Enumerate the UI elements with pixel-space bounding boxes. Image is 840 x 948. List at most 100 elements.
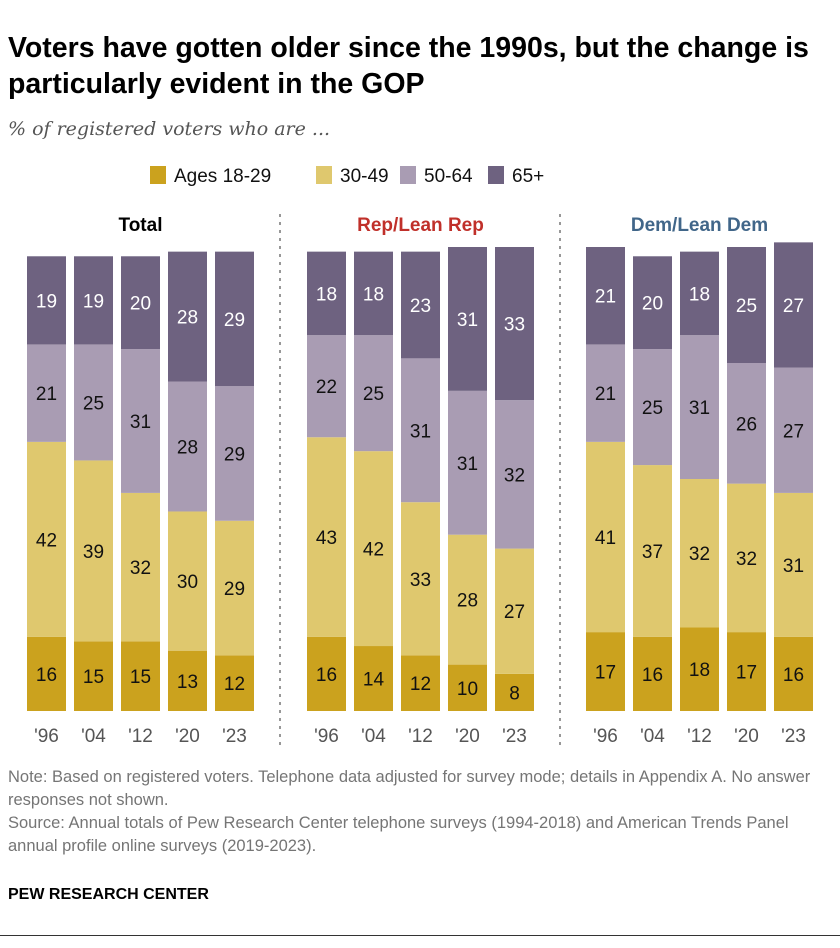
bar-segment-1-4-1 bbox=[495, 548, 534, 674]
bar-segment-1-2-0 bbox=[401, 655, 440, 711]
bar-segment-2-4-2 bbox=[774, 367, 813, 493]
bar-segment-1-0-1 bbox=[307, 437, 346, 637]
bar-segment-2-3-0 bbox=[727, 632, 766, 711]
data-label: 30 bbox=[177, 572, 198, 593]
legend-label-1: 30-49 bbox=[340, 166, 389, 187]
bar-segment-0-4-2 bbox=[215, 386, 254, 521]
data-label: 12 bbox=[410, 674, 431, 695]
legend-label-3: 65+ bbox=[512, 166, 544, 187]
panel-title-0: Total bbox=[119, 215, 163, 236]
data-label: 14 bbox=[363, 670, 385, 691]
data-label: 33 bbox=[410, 570, 431, 591]
bar-segment-1-1-1 bbox=[354, 451, 393, 647]
bar-segment-0-3-2 bbox=[168, 381, 207, 512]
stacked-bar-chart: Ages 18-29 30-49 50-64 65+ Total 16 42 21 19 '96 1… bbox=[27, 166, 813, 750]
bar-segment-0-2-1 bbox=[121, 492, 160, 642]
bar-segment-1-4-2 bbox=[495, 400, 534, 549]
brand-label: PEW RESEARCH CENTER bbox=[8, 886, 209, 903]
bar-segment-2-4-1 bbox=[774, 492, 813, 637]
x-tick-label: '23 bbox=[502, 726, 527, 747]
data-label: 20 bbox=[642, 294, 663, 315]
bar-segment-0-0-1 bbox=[27, 441, 66, 637]
bottom-rule bbox=[0, 935, 840, 936]
data-label: 19 bbox=[36, 291, 57, 312]
data-label: 31 bbox=[457, 454, 478, 475]
data-label: 42 bbox=[36, 530, 57, 551]
data-label: 16 bbox=[36, 665, 57, 686]
bar-segment-1-1-3 bbox=[354, 251, 393, 336]
bar-segment-2-1-1 bbox=[633, 465, 672, 637]
bar-segment-0-1-0 bbox=[74, 641, 113, 711]
legend-label-0: Ages 18-29 bbox=[174, 166, 271, 187]
bar-segment-0-4-1 bbox=[215, 520, 254, 656]
bar-segment-0-2-3 bbox=[121, 256, 160, 350]
data-label: 16 bbox=[783, 665, 804, 686]
bar-segment-0-2-2 bbox=[121, 349, 160, 493]
data-label: 28 bbox=[457, 591, 478, 612]
bar-segment-2-3-2 bbox=[727, 363, 766, 484]
data-label: 31 bbox=[410, 421, 431, 442]
data-label: 31 bbox=[457, 310, 478, 331]
x-tick-label: '04 bbox=[361, 726, 386, 747]
x-tick-label: '23 bbox=[222, 726, 247, 747]
bar-segment-1-4-0 bbox=[495, 673, 534, 711]
x-tick-label: '23 bbox=[781, 726, 806, 747]
bar-segment-0-0-3 bbox=[27, 256, 66, 345]
data-label: 27 bbox=[783, 421, 804, 442]
bar-segment-2-0-1 bbox=[586, 441, 625, 633]
bar-segment-0-1-2 bbox=[74, 344, 113, 461]
data-label: 18 bbox=[689, 660, 710, 681]
data-label: 23 bbox=[410, 296, 431, 317]
legend-swatch-2 bbox=[400, 166, 416, 184]
x-tick-label: '12 bbox=[128, 726, 153, 747]
bar-segment-1-2-2 bbox=[401, 358, 440, 503]
x-tick-label: '20 bbox=[734, 726, 759, 747]
data-label: 12 bbox=[224, 674, 245, 695]
x-tick-label: '04 bbox=[640, 726, 665, 747]
bar-segment-2-1-2 bbox=[633, 349, 672, 466]
data-label: 32 bbox=[130, 558, 151, 579]
data-label: 19 bbox=[83, 291, 104, 312]
bar-segment-0-3-0 bbox=[168, 650, 207, 711]
data-label: 21 bbox=[36, 384, 57, 405]
data-label: 15 bbox=[130, 667, 151, 688]
bar-segment-1-0-0 bbox=[307, 636, 346, 711]
data-label: 33 bbox=[504, 315, 525, 336]
note-text: Note: Based on registered voters. Teleph… bbox=[8, 768, 811, 809]
bar-segment-1-3-3 bbox=[448, 247, 487, 391]
data-label: 25 bbox=[736, 296, 757, 317]
source-text: Source: Annual totals of Pew Research Ce… bbox=[8, 814, 789, 855]
bar-segment-0-1-3 bbox=[74, 256, 113, 345]
x-tick-label: '12 bbox=[687, 726, 712, 747]
data-label: 29 bbox=[224, 310, 245, 331]
data-label: 16 bbox=[642, 665, 663, 686]
data-label: 37 bbox=[642, 542, 663, 563]
data-label: 31 bbox=[783, 556, 804, 577]
bar-segment-2-2-3 bbox=[680, 251, 719, 336]
bar-segment-1-3-2 bbox=[448, 390, 487, 535]
data-label: 32 bbox=[736, 549, 757, 570]
data-label: 25 bbox=[83, 393, 104, 414]
bar-segment-0-3-3 bbox=[168, 251, 207, 382]
data-label: 13 bbox=[177, 672, 198, 693]
bar-segment-2-2-0 bbox=[680, 627, 719, 711]
data-label: 21 bbox=[595, 384, 616, 405]
data-label: 17 bbox=[736, 663, 757, 684]
data-label: 31 bbox=[689, 398, 710, 419]
legend-swatch-0 bbox=[150, 166, 166, 184]
chart-title: Voters have gotten older since the 1990s… bbox=[8, 32, 809, 100]
bar-segment-2-4-0 bbox=[774, 636, 813, 711]
panel-title-2: Dem/Lean Dem bbox=[631, 215, 768, 236]
data-label: 27 bbox=[504, 602, 525, 623]
panel-title-1: Rep/Lean Rep bbox=[357, 215, 484, 236]
data-label: 21 bbox=[595, 287, 616, 308]
data-label: 16 bbox=[316, 665, 337, 686]
legend-swatch-1 bbox=[316, 166, 332, 184]
data-label: 18 bbox=[689, 284, 710, 305]
data-label: 42 bbox=[363, 540, 384, 561]
data-label: 26 bbox=[736, 414, 757, 435]
data-label: 39 bbox=[83, 542, 104, 563]
bar-segment-0-4-3 bbox=[215, 251, 254, 387]
bar-segment-0-1-1 bbox=[74, 460, 113, 642]
bar-segment-0-0-2 bbox=[27, 344, 66, 442]
